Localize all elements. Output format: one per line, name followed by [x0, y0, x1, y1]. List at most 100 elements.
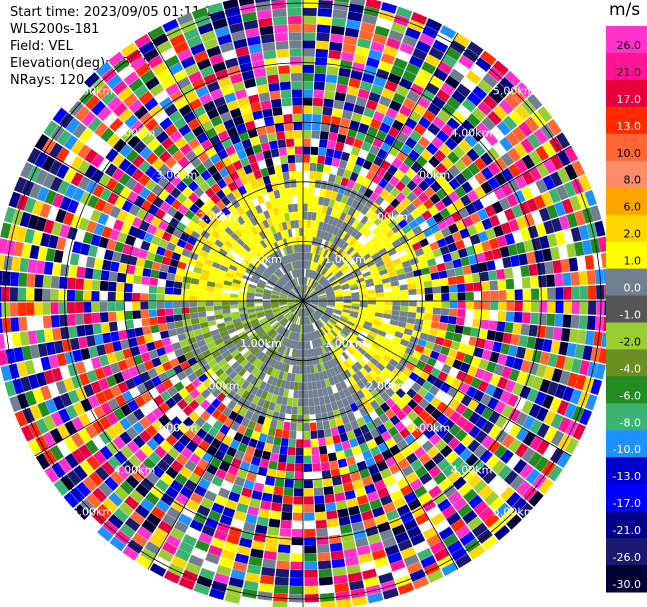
gate — [85, 439, 99, 455]
gate — [100, 322, 110, 334]
gate — [456, 283, 466, 293]
gate — [95, 84, 111, 100]
gate — [144, 118, 159, 132]
gate — [211, 409, 222, 420]
gate — [189, 306, 198, 314]
gate — [289, 56, 302, 66]
gate — [388, 270, 398, 278]
gate — [281, 396, 288, 406]
gate — [187, 372, 198, 383]
gate — [253, 169, 263, 180]
gate — [266, 534, 279, 544]
gate — [350, 146, 361, 157]
gate — [413, 324, 423, 333]
gate — [32, 358, 44, 373]
gate — [482, 73, 499, 88]
gate — [21, 179, 35, 197]
gate — [266, 314, 275, 320]
gate — [334, 270, 343, 278]
gate — [323, 395, 331, 405]
gate — [61, 251, 72, 265]
gate — [496, 321, 506, 332]
gate — [274, 333, 282, 342]
gate — [254, 305, 263, 309]
gate — [181, 282, 191, 290]
gate — [362, 449, 373, 461]
gate — [339, 278, 348, 285]
gate — [221, 334, 231, 342]
azimuth-spoke — [302, 145, 572, 302]
gate — [241, 222, 251, 232]
gate — [428, 327, 439, 337]
gate — [441, 156, 454, 170]
gate — [204, 368, 215, 378]
gate — [351, 291, 360, 296]
gate — [189, 312, 199, 320]
gate — [486, 147, 500, 162]
gate — [448, 223, 459, 235]
gate — [327, 452, 338, 462]
gate — [354, 231, 363, 241]
gate — [227, 181, 238, 192]
gate — [319, 131, 329, 140]
gate — [185, 150, 197, 162]
gate — [381, 88, 395, 100]
gate — [426, 234, 437, 245]
gate — [452, 258, 463, 269]
gate — [467, 516, 483, 531]
gate — [35, 169, 49, 186]
colorbar-swatch — [606, 214, 647, 243]
gate — [42, 302, 51, 315]
gate — [262, 192, 270, 203]
gate — [276, 560, 290, 570]
gate — [302, 24, 317, 33]
gate — [112, 340, 123, 352]
gate — [372, 353, 382, 363]
gate — [43, 415, 57, 431]
gate — [119, 143, 133, 158]
gate — [461, 434, 474, 448]
gate — [437, 555, 454, 569]
gate — [356, 389, 366, 400]
gate — [364, 198, 375, 209]
gate — [391, 238, 402, 248]
gate — [508, 110, 524, 126]
gate — [393, 57, 408, 70]
gate — [280, 345, 286, 354]
gate — [212, 18, 228, 30]
gate — [270, 320, 278, 327]
gate — [85, 256, 96, 269]
gate — [500, 182, 513, 197]
gate — [196, 504, 211, 517]
gate — [216, 273, 226, 281]
gate — [455, 239, 466, 250]
gate — [452, 145, 466, 159]
gate — [482, 95, 498, 110]
gate — [130, 55, 147, 71]
gate — [401, 239, 412, 249]
gate — [383, 377, 394, 387]
gate — [481, 116, 496, 131]
gate — [348, 3, 365, 14]
gate — [351, 521, 365, 532]
gate — [225, 341, 235, 350]
gate — [340, 281, 349, 287]
gate — [349, 355, 358, 364]
gate — [298, 211, 303, 220]
gate — [304, 496, 314, 505]
gate — [453, 61, 470, 76]
gate — [388, 516, 403, 529]
gate — [140, 443, 154, 457]
gate — [428, 385, 440, 396]
gate — [132, 310, 142, 320]
gate — [317, 247, 324, 256]
gate — [595, 284, 605, 300]
gate — [122, 390, 134, 403]
gate — [367, 304, 376, 309]
gate — [273, 322, 281, 330]
gate — [315, 57, 328, 66]
gate — [453, 32, 471, 48]
gate — [585, 394, 598, 411]
gate — [374, 406, 385, 417]
gate — [294, 219, 299, 229]
